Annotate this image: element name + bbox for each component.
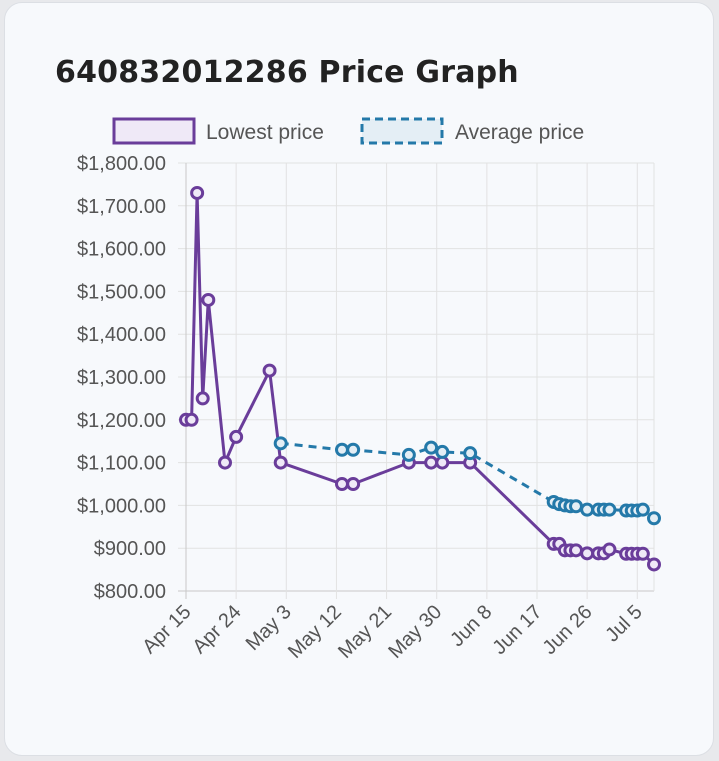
data-point[interactable]	[335, 442, 349, 457]
data-point[interactable]	[262, 363, 277, 378]
y-tick-label: $1,300.00	[77, 367, 166, 389]
data-point[interactable]	[569, 543, 583, 558]
y-tick-label: $1,600.00	[77, 239, 166, 261]
data-point[interactable]	[424, 440, 439, 455]
chart-title: 640832012286 Price Graph	[55, 55, 519, 90]
data-point[interactable]	[569, 499, 583, 514]
y-axis: $800.00 $900.00 $1,000.00 $1,100.00 $1,200.0…	[77, 153, 166, 603]
data-point[interactable]	[190, 185, 205, 200]
legend-item-average-price[interactable]: Average price	[360, 117, 584, 145]
data-point[interactable]	[463, 446, 478, 461]
y-tick-label: $1,200.00	[77, 410, 166, 432]
grid	[178, 162, 655, 599]
data-point[interactable]	[635, 546, 650, 561]
data-point[interactable]	[602, 542, 617, 557]
y-tick-label: $1,800.00	[77, 153, 166, 175]
x-tick-label: May 21	[334, 601, 396, 663]
data-point[interactable]	[273, 436, 288, 451]
data-point[interactable]	[346, 477, 361, 491]
data-point[interactable]	[201, 292, 216, 307]
data-point[interactable]	[218, 455, 232, 470]
x-tick-label: Jun 17	[489, 601, 547, 659]
legend-label: Lowest price	[206, 121, 324, 144]
data-point[interactable]	[184, 412, 199, 427]
data-point[interactable]	[424, 455, 439, 470]
y-tick-label: $800.00	[94, 581, 166, 603]
y-tick-label: $1,500.00	[77, 281, 166, 303]
legend[interactable]: Lowest price Average price	[112, 117, 584, 145]
data-point[interactable]	[580, 502, 595, 517]
y-tick-label: $1,100.00	[77, 453, 166, 475]
x-tick-label: Jul 5	[601, 601, 646, 646]
y-tick-label: $1,400.00	[77, 324, 166, 346]
data-point[interactable]	[401, 447, 416, 462]
data-point[interactable]	[229, 429, 244, 444]
y-tick-label: $1,000.00	[77, 495, 166, 517]
data-point[interactable]	[346, 442, 361, 457]
legend-label: Average price	[455, 121, 584, 144]
x-tick-label: May 12	[284, 601, 346, 663]
legend-swatch	[360, 117, 444, 145]
y-tick-label: $900.00	[94, 538, 166, 560]
data-point[interactable]	[335, 477, 349, 491]
x-tick-label: Jun 26	[539, 601, 597, 659]
data-point[interactable]	[273, 455, 288, 470]
series-layer	[179, 185, 661, 572]
data-point[interactable]	[647, 511, 661, 526]
data-point[interactable]	[195, 391, 210, 406]
x-tick-label: Apr 15	[138, 601, 195, 658]
legend-item-lowest-price[interactable]: Lowest price	[112, 117, 324, 145]
data-point[interactable]	[580, 546, 595, 561]
data-point[interactable]	[602, 502, 617, 517]
legend-swatch	[112, 117, 196, 145]
data-point[interactable]	[635, 502, 650, 517]
y-tick-label: $1,700.00	[77, 196, 166, 218]
x-tick-label: Apr 24	[188, 601, 245, 658]
data-point[interactable]	[435, 444, 450, 459]
data-point[interactable]	[647, 557, 661, 572]
x-tick-label: May 30	[384, 601, 446, 663]
